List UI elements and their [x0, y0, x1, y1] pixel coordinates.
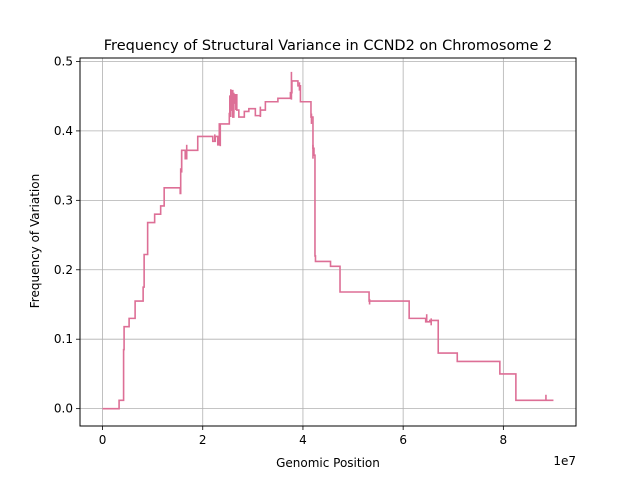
- x-tick-label: 8: [500, 433, 508, 447]
- x-offset-text: 1e7: [553, 454, 576, 468]
- x-axis: 0 2 4 6 8: [99, 426, 507, 447]
- plot-frame: [79, 57, 577, 427]
- y-tick-label: 0.1: [54, 332, 73, 346]
- grid-lines: [80, 58, 576, 426]
- y-tick-label: 0.2: [54, 263, 73, 277]
- y-axis-label: Frequency of Variation: [28, 174, 42, 308]
- y-tick-label: 0.5: [54, 54, 73, 68]
- x-tick-label: 0: [99, 433, 107, 447]
- series-line: [102, 80, 554, 410]
- data-series: [102, 71, 554, 410]
- x-tick-label: 2: [199, 433, 207, 447]
- y-axis: 0.0 0.1 0.2 0.3 0.4 0.5: [54, 54, 80, 416]
- chart-title: Frequency of Structural Variance in CCND…: [104, 38, 552, 54]
- y-tick-label: 0.4: [54, 124, 73, 138]
- y-tick-label: 0.0: [54, 402, 73, 416]
- x-tick-label: 6: [399, 433, 407, 447]
- y-tick-label: 0.3: [54, 193, 73, 207]
- x-axis-label: Genomic Position: [276, 456, 380, 470]
- x-tick-label: 4: [299, 433, 307, 447]
